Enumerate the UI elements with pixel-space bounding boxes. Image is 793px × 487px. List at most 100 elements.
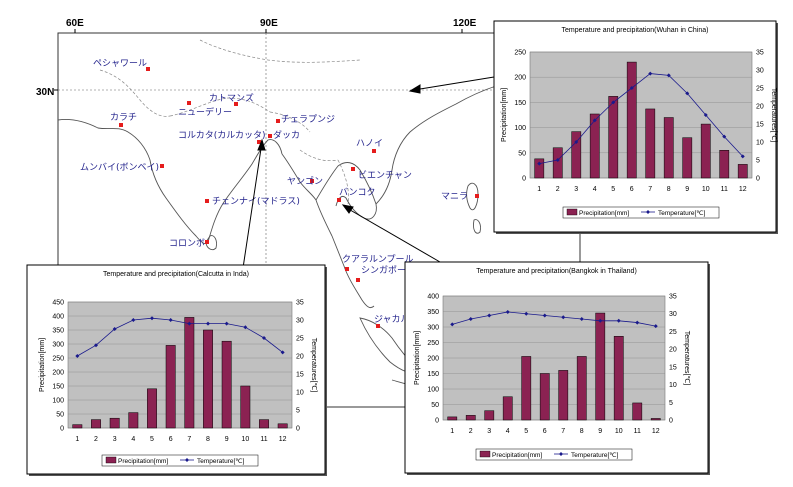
mumbai-marker (160, 164, 164, 168)
calcutta-ytick-label: 200 (52, 370, 64, 377)
bangkok-legend-line-marker (559, 452, 563, 456)
wuhan-bar-11 (719, 150, 730, 179)
city-label-colombo: コロンボ (169, 238, 205, 249)
chart-wuhan: Temperature and precipitation(Wuhan in C… (493, 20, 778, 234)
longitude-label-90e: 90E (260, 18, 278, 29)
calcutta-xtick-label: 6 (169, 436, 173, 443)
bangkok-xtick-label: 8 (580, 428, 584, 435)
calcutta-title: Temperature and precipitation(Calcutta i… (103, 271, 249, 278)
wuhan-y2tick-label: 20 (756, 104, 764, 111)
bangkok-temperature-point-6 (542, 313, 547, 318)
arrow-bangkok (344, 206, 441, 263)
city-label-jakarta: ジャカル (374, 314, 410, 325)
wuhan-temperature-point-5 (611, 100, 616, 105)
bangkok-bar-7 (558, 370, 569, 421)
calcutta-xtick-label: 10 (241, 436, 249, 443)
city-label-kolkata: コルカタ(カルカッタ) (178, 130, 265, 141)
wuhan-ytick-label: 250 (514, 50, 526, 57)
wuhan-temperature-point-11 (722, 134, 727, 139)
bangkok-bar-1 (447, 416, 458, 421)
wuhan-temperature-point-2 (555, 158, 560, 162)
bangkok-xtick-label: 12 (652, 428, 660, 435)
chart-calcutta: Temperature and precipitation(Calcutta i… (26, 264, 327, 476)
kolkata-marker (257, 140, 261, 144)
bangkok-ytick-label: 0 (435, 418, 439, 425)
bangkok-bar-12 (650, 418, 661, 421)
city-label-vientiane: ビエンチャン (358, 170, 412, 181)
calcutta-xtick-label: 1 (75, 436, 79, 443)
wuhan-temperature-point-6 (629, 86, 634, 90)
wuhan-ytick-label: 50 (518, 150, 526, 157)
bangkok-xtick-label: 3 (487, 428, 491, 435)
calcutta-xtick-label: 8 (206, 436, 210, 443)
calcutta-temperature-point-8 (206, 321, 210, 326)
calcutta-bar-1 (72, 424, 83, 429)
city-label-karachi: カラチ (110, 112, 137, 123)
city-label-dhaka: ダッカ (273, 129, 300, 141)
bangkok-y2tick-label: 15 (669, 364, 677, 371)
cherrapunji-marker (276, 119, 280, 123)
bangkok-bar-11 (632, 402, 643, 421)
calcutta-temperature-point-5 (150, 316, 154, 321)
wuhan-y2tick-label: 5 (756, 158, 760, 165)
bangkok-ytick-label: 100 (427, 387, 439, 394)
wuhan-xtick-label: 2 (556, 186, 560, 193)
bangkok-bar-5 (521, 356, 532, 421)
wuhan-temperature-point-3 (574, 140, 579, 144)
bangkok-legend-bar-swatch (479, 450, 491, 458)
calcutta-ytick-label: 50 (56, 412, 64, 419)
calcutta-bar-9 (221, 340, 232, 429)
wuhan-bar-10 (700, 123, 711, 179)
calcutta-bar-12 (277, 423, 288, 429)
bangkok-temperature-point-9 (598, 318, 603, 323)
bangkok-legend-temperature: Temperature[℃] (571, 452, 619, 459)
calcutta-bar-11 (259, 419, 269, 429)
calcutta-bar-5 (147, 388, 157, 429)
calcutta-ytick-label: 300 (52, 342, 64, 349)
bangkok-temperature-point-3 (487, 313, 492, 318)
wuhan-ytick-label: 0 (522, 176, 526, 183)
bangkok-temperature-point-2 (468, 317, 473, 322)
wuhan-xtick-label: 11 (721, 186, 728, 193)
wuhan-ytick-label: 100 (514, 125, 526, 132)
wuhan-temperature-point-12 (740, 154, 745, 159)
dhaka-marker (268, 134, 272, 138)
city-label-kathmandu: カトマンズ (209, 92, 254, 104)
chennai-marker (205, 199, 209, 203)
calcutta-bar-6 (165, 345, 176, 429)
calcutta-temperature-point-12 (280, 350, 285, 355)
calcutta-xtick-label: 5 (150, 436, 154, 443)
longitude-label-60e: 60E (66, 18, 84, 29)
colombo-marker (205, 240, 209, 244)
calcutta-legend-bar-swatch (105, 456, 117, 464)
wuhan-temperature-point-10 (703, 113, 708, 117)
wuhan-xtick-label: 7 (648, 186, 652, 193)
calcutta-temperature-point-7 (187, 321, 192, 326)
calcutta-temperature-point-11 (262, 336, 266, 340)
bangkok-title: Temperature and precipitation(Bangkok in… (476, 268, 637, 275)
bangkok-y2label: Temperatures[℃] (683, 331, 690, 386)
city-label-bangkok: バンコク (339, 187, 375, 198)
bangkok-temperature-line (452, 311, 656, 327)
calcutta-ytick-label: 350 (52, 328, 64, 335)
bangkok-marker (337, 198, 341, 202)
bangkok-y2tick-label: 10 (669, 382, 677, 389)
wuhan-temperature-point-7 (648, 71, 653, 76)
calcutta-temperature-point-3 (112, 327, 117, 331)
kathmandu-marker (234, 102, 238, 106)
wuhan-y2label: Temperatures[℃] (770, 88, 777, 143)
calcutta-xtick-label: 2 (94, 436, 98, 443)
wuhan-xtick-label: 9 (685, 186, 689, 193)
city-label-newdelhi: ニューデリー (178, 106, 232, 118)
wuhan-bar-9 (682, 137, 693, 179)
city-markers (119, 67, 479, 328)
bangkok-y2tick-label: 5 (669, 400, 673, 407)
wuhan-xtick-label: 5 (611, 186, 615, 193)
calcutta-legend-precipitation: Precipitation[mm] (118, 458, 168, 465)
bangkok-ytick-label: 350 (427, 309, 439, 316)
wuhan-y2tick-label: 30 (756, 68, 764, 75)
calcutta-y2tick-label: 5 (296, 408, 300, 415)
calcutta-xtick-label: 12 (279, 436, 287, 443)
wuhan-bar-1 (534, 158, 545, 179)
bangkok-temperature-point-4 (505, 309, 510, 314)
